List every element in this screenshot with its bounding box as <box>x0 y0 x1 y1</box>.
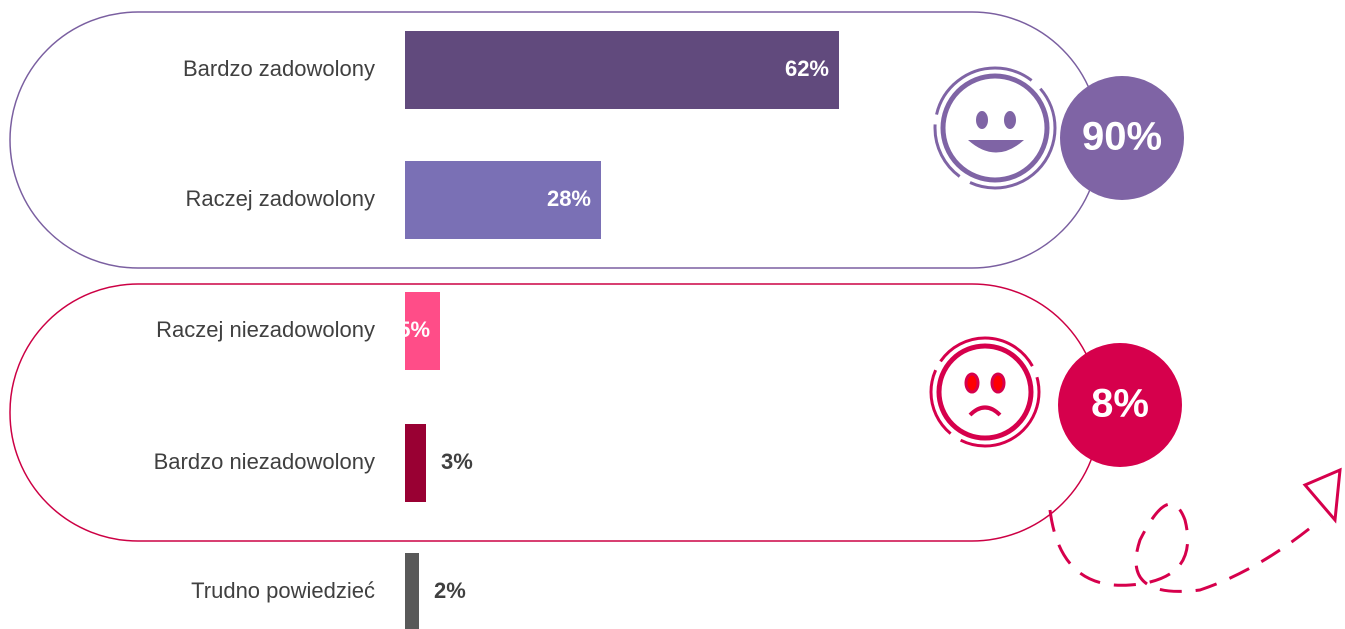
value-label: 28% <box>547 186 591 211</box>
category-label: Raczej niezadowolony <box>156 317 375 342</box>
category-label: Bardzo niezadowolony <box>154 449 375 474</box>
bar <box>405 424 426 502</box>
category-label: Bardzo zadowolony <box>183 56 375 81</box>
chart: 90% 8% Bardzo zadowolony 62% Raczej zadowo… <box>0 0 1345 629</box>
happy-icon <box>935 68 1055 188</box>
category-label: Trudno powiedzieć <box>191 578 375 603</box>
bar <box>405 553 419 629</box>
value-label: 3% <box>441 449 473 474</box>
category-label: Raczej zadowolony <box>185 186 375 211</box>
value-label: 2% <box>434 578 466 603</box>
value-label: 62% <box>785 56 829 81</box>
bar <box>405 31 839 109</box>
positive-total: 90% <box>1082 115 1162 159</box>
sad-icon <box>931 338 1039 446</box>
value-label: 5% <box>398 317 430 342</box>
negative-total: 8% <box>1091 382 1149 426</box>
paper-plane-decoration <box>1050 470 1340 591</box>
